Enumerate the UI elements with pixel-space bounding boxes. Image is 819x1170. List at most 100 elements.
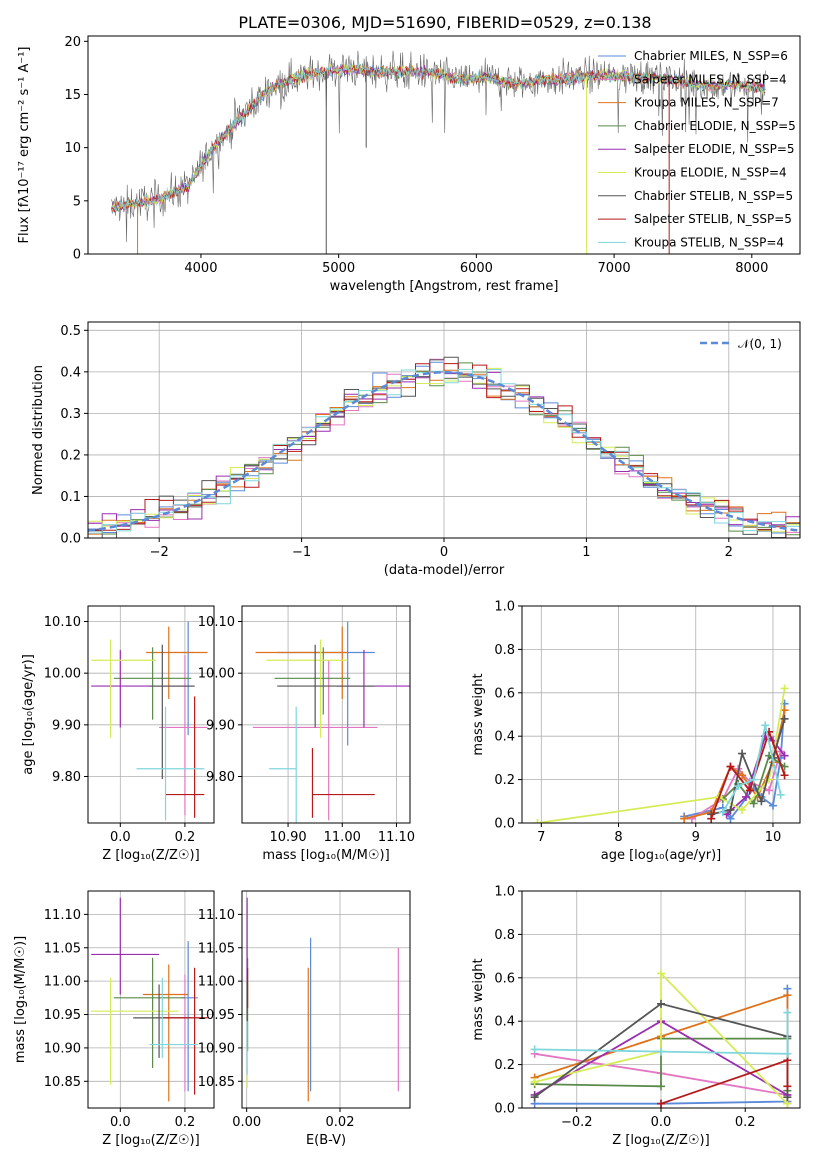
y-tick-label: 10.10: [44, 615, 81, 630]
y-tick-label: 10.95: [44, 1008, 81, 1023]
x-tick-label: 7000: [598, 261, 631, 276]
errorbar-point: [255, 626, 348, 699]
weight-marker: [783, 1049, 792, 1058]
x-tick-label: 9: [692, 830, 700, 845]
weight-marker: [718, 808, 727, 817]
weight-marker: [530, 1077, 539, 1086]
y-tick-label: 9.80: [206, 770, 235, 785]
legend-label: Chabrier MILES, N_SSP=6: [634, 49, 788, 63]
x-axis-label: wavelength [Angstrom, rest frame]: [330, 279, 559, 294]
x-tick-label: 0.2: [735, 1115, 756, 1130]
weight-marker: [738, 771, 747, 780]
weight-marker: [734, 782, 743, 791]
weight-marker: [680, 814, 689, 823]
x-tick-label: 8000: [735, 261, 768, 276]
weight-marker: [783, 1008, 792, 1017]
weight-marker: [780, 714, 789, 723]
histogram-series: [88, 356, 800, 538]
panel-mass_vs_Z: 0.0 0.2 10.85 10.90 10.95 11.00 11.05 11.10 Z [l…: [13, 890, 215, 1148]
errorbar-point: [91, 639, 156, 738]
axes-frame: [87, 605, 215, 824]
errorbar-point: [142, 964, 189, 1102]
y-tick-label: 0.4: [60, 365, 81, 380]
panel-spectrum: 4000 5000 6000 7000 8000 0 5 10 15 20 wavelength […: [17, 35, 801, 294]
weight-marker: [738, 805, 747, 814]
x-tick-label: 4000: [184, 261, 217, 276]
axes-frame: [87, 321, 801, 539]
x-tick-label: 0.2: [175, 830, 196, 845]
weight-marker: [657, 1099, 665, 1108]
weight-marker: [780, 751, 789, 760]
errorbar-point: [274, 647, 351, 715]
weight-marker: [768, 801, 777, 810]
weight-marker: [533, 819, 542, 823]
spectrum-series-line: [111, 63, 766, 213]
legend-label: 𝒩(0, 1): [738, 337, 782, 351]
weight-marker: [726, 814, 735, 823]
weight-series: [657, 1056, 792, 1108]
weight-marker: [726, 805, 735, 814]
x-tick-label: −0.2: [561, 1115, 593, 1130]
x-tick-label: 0.0: [651, 1115, 672, 1130]
y-tick-label: 10.90: [44, 1041, 81, 1056]
y-tick-label: 10.10: [198, 615, 235, 630]
errorbar-point: [269, 706, 297, 823]
weight-marker: [657, 1047, 665, 1056]
axes-frame: [241, 890, 411, 1109]
spectrum-legend: Chabrier MILES, N_SSP=6 Salpeter MILES, N…: [598, 49, 796, 249]
weight-series-line: [534, 971, 789, 1105]
y-axis-label: mass weight: [471, 958, 486, 1040]
panel-residuals: −2 −1 0 1 2 0.0 0.1 0.2 0.3 0.4 0.5 (data-model)/er…: [31, 321, 801, 578]
y-tick-label: 0.2: [60, 448, 81, 463]
weight-marker: [757, 797, 766, 806]
x-tick-label: 1: [582, 545, 590, 560]
y-tick-label: 11.05: [44, 941, 81, 956]
y-tick-label: 11.10: [44, 908, 81, 923]
y-axis-label: mass [log₁₀(M/M☉)]: [13, 936, 28, 1063]
y-tick-label: 10: [64, 141, 81, 156]
weight-marker: [741, 792, 750, 801]
panel-mass_weight_vs_Z: −0.2 0.0 0.2 0.0 0.2 0.4 0.6 0.8 1.0 Z [log₁₀(Z/Z…: [471, 885, 801, 1148]
weight-marker: [783, 1093, 792, 1102]
weight-marker: [530, 1093, 539, 1102]
y-tick-label: 0.2: [494, 773, 515, 788]
plot-area: [530, 969, 792, 1108]
y-tick-label: 0.0: [494, 1102, 515, 1117]
weight-marker: [745, 786, 754, 795]
errorbar-point: [91, 977, 179, 1085]
errorbar-point: [162, 967, 208, 1095]
y-tick-label: 9.90: [206, 718, 235, 733]
y-tick-label: 0.0: [60, 532, 81, 547]
y-tick-label: 0.4: [494, 1015, 515, 1030]
y-tick-label: 0.6: [494, 971, 515, 986]
y-tick-label: 9.90: [52, 718, 81, 733]
weight-series-line: [684, 703, 786, 821]
normal-reference-curve: [88, 371, 798, 532]
x-tick-label: 0.00: [232, 1115, 261, 1130]
y-tick-label: 0.3: [60, 407, 81, 422]
x-axis-label: E(B-V): [306, 1133, 346, 1148]
y-tick-label: 1.0: [494, 885, 515, 900]
y-tick-label: 9.80: [52, 770, 81, 785]
panel-mass_vs_ebv: 0.00 0.02 10.85 10.90 10.95 11.00 11.05 11.10 E(…: [198, 890, 411, 1148]
errorbar-point: [155, 974, 205, 1092]
x-tick-label: 0: [440, 545, 448, 560]
legend-label: Salpeter STELIB, N_SSP=5: [634, 212, 792, 226]
weight-marker: [765, 786, 774, 795]
errorbar-point: [146, 626, 208, 699]
errorbar-point: [136, 706, 205, 821]
y-tick-label: 11.05: [198, 941, 235, 956]
y-tick-label: 0.2: [494, 1058, 515, 1073]
y-tick-label: 0.0: [494, 817, 515, 832]
y-tick-label: 0.6: [494, 686, 515, 701]
legend-label: Chabrier ELODIE, N_SSP=5: [634, 119, 796, 133]
y-tick-label: 10.95: [198, 1008, 235, 1023]
panel-mass_weight_vs_age: 7 8 9 10 0.0 0.2 0.4 0.6 0.8 1.0 age [log₁₀(age/yr…: [471, 600, 801, 863]
y-tick-label: 0.8: [494, 643, 515, 658]
y-tick-label: 0.1: [60, 490, 81, 505]
plot-area: [246, 897, 399, 1102]
y-tick-label: 10.00: [198, 667, 235, 682]
weight-marker: [783, 1082, 792, 1091]
errorbar-point: [113, 647, 192, 720]
errorbar-point: [165, 696, 205, 818]
